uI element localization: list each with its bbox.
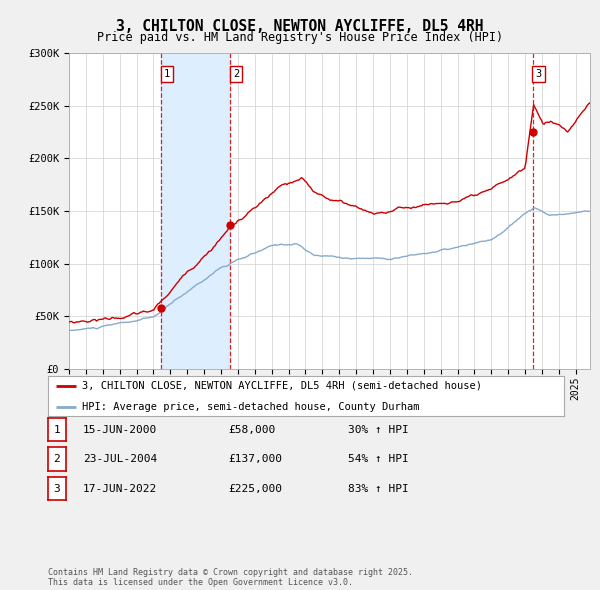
Text: 3, CHILTON CLOSE, NEWTON AYCLIFFE, DL5 4RH (semi-detached house): 3, CHILTON CLOSE, NEWTON AYCLIFFE, DL5 4… <box>82 381 482 391</box>
Text: 54% ↑ HPI: 54% ↑ HPI <box>348 454 409 464</box>
Text: 23-JUL-2004: 23-JUL-2004 <box>83 454 157 464</box>
Text: 17-JUN-2022: 17-JUN-2022 <box>83 484 157 493</box>
Text: Contains HM Land Registry data © Crown copyright and database right 2025.
This d: Contains HM Land Registry data © Crown c… <box>48 568 413 587</box>
Text: 30% ↑ HPI: 30% ↑ HPI <box>348 425 409 434</box>
Text: 3: 3 <box>535 69 542 79</box>
Text: 3: 3 <box>53 484 61 493</box>
Text: Price paid vs. HM Land Registry's House Price Index (HPI): Price paid vs. HM Land Registry's House … <box>97 31 503 44</box>
Text: 3, CHILTON CLOSE, NEWTON AYCLIFFE, DL5 4RH: 3, CHILTON CLOSE, NEWTON AYCLIFFE, DL5 4… <box>116 19 484 34</box>
Text: 83% ↑ HPI: 83% ↑ HPI <box>348 484 409 493</box>
Text: 1: 1 <box>53 425 61 434</box>
Text: £225,000: £225,000 <box>228 484 282 493</box>
Bar <box>161 53 230 369</box>
Text: 15-JUN-2000: 15-JUN-2000 <box>83 425 157 434</box>
Text: 2: 2 <box>233 69 239 79</box>
Text: £137,000: £137,000 <box>228 454 282 464</box>
Text: 1: 1 <box>164 69 170 79</box>
Text: HPI: Average price, semi-detached house, County Durham: HPI: Average price, semi-detached house,… <box>82 402 419 412</box>
Text: 2: 2 <box>53 454 61 464</box>
Text: £58,000: £58,000 <box>228 425 275 434</box>
